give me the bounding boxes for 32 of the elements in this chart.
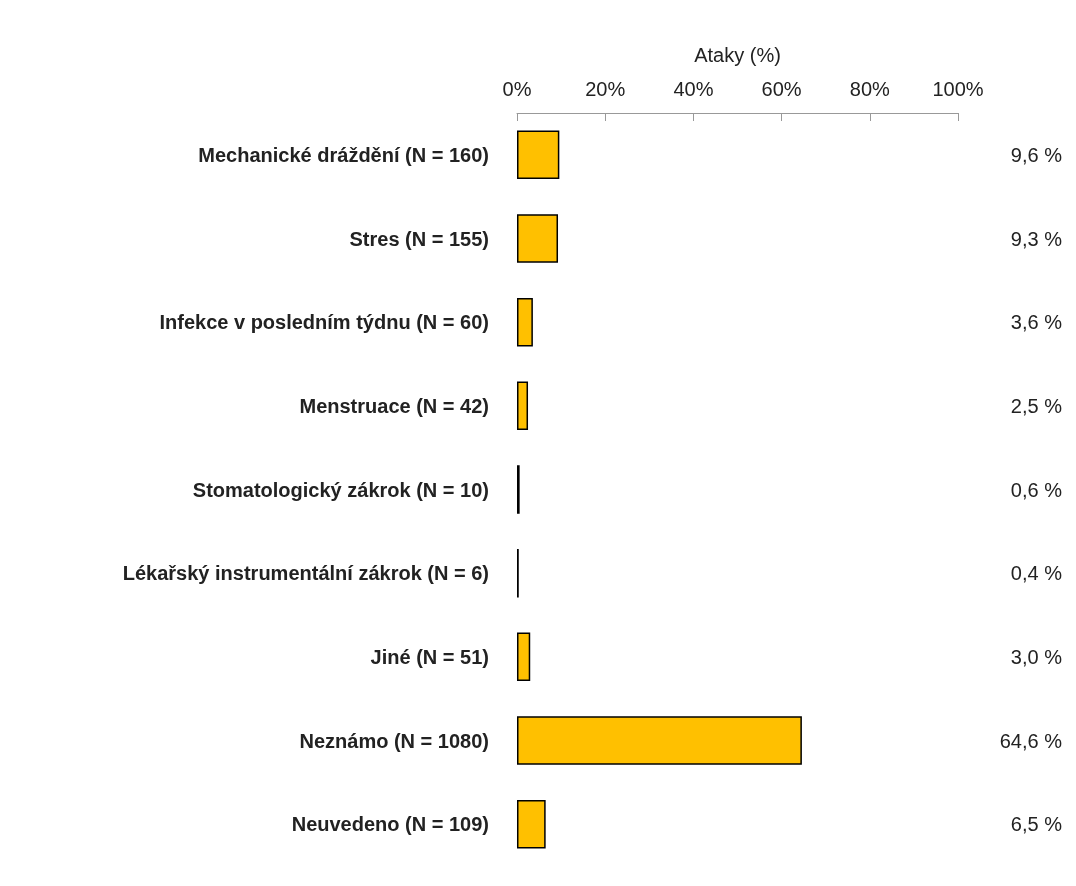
x-tick-label: 60%: [761, 78, 802, 100]
bar: [517, 381, 529, 431]
bar: [517, 799, 546, 849]
data-label: 3,0 %: [1010, 645, 1063, 668]
y-tick-label: Lékařský instrumentální zákrok (N = 6): [122, 562, 489, 585]
data-label: 9,6 %: [1010, 143, 1063, 166]
bar: [517, 214, 559, 263]
bar: [517, 130, 560, 180]
data-label: 64,6 %: [999, 729, 1063, 752]
data-label: 0,6 %: [1010, 478, 1063, 501]
y-tick-label: Stomatologický zákrok (N = 10): [192, 478, 489, 501]
x-tick-label: 20%: [585, 78, 626, 100]
y-tick-label: Stres (N = 155): [349, 227, 489, 250]
y-tick-label: Infekce v posledním týdnu (N = 60): [159, 311, 489, 334]
data-label: 0,4 %: [1010, 562, 1063, 585]
x-axis-title: Ataky (%): [694, 44, 781, 66]
x-tick-label: 100%: [932, 78, 984, 100]
y-tick-label: Neuvedeno (N = 109): [291, 813, 489, 836]
y-tick-label: Mechanické dráždění (N = 160): [198, 143, 489, 166]
data-label: 9,3 %: [1010, 227, 1063, 250]
y-tick-label: Jiné (N = 51): [370, 645, 489, 668]
x-tick-label: 40%: [673, 78, 714, 100]
y-tick-label: Neznámo (N = 1080): [299, 729, 489, 752]
bar: [517, 632, 531, 682]
x-tick-label: 0%: [502, 78, 532, 100]
data-label: 6,5 %: [1010, 813, 1063, 836]
data-label: 2,5 %: [1010, 394, 1063, 417]
y-tick-label: Menstruace (N = 42): [299, 394, 489, 417]
bar: [517, 297, 533, 347]
x-tick-label: 80%: [849, 78, 891, 100]
data-label: 3,6 %: [1010, 311, 1063, 334]
bar: [517, 716, 802, 765]
